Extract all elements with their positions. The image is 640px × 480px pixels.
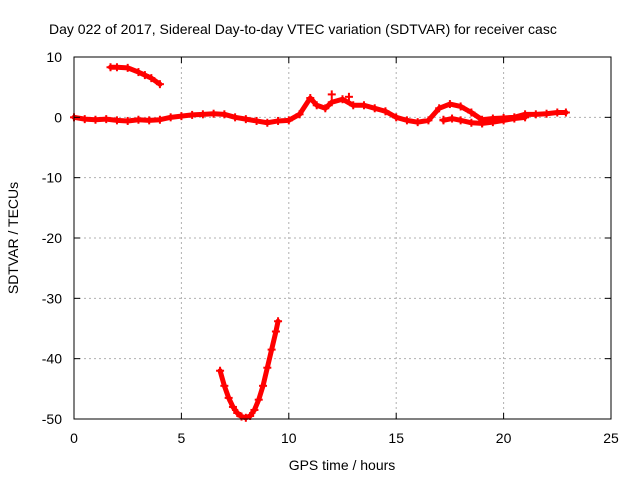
data-point [413, 118, 422, 127]
data-point [231, 113, 240, 122]
data-point [306, 94, 315, 103]
data-point [510, 114, 519, 123]
data-point [435, 104, 444, 113]
data-point [252, 116, 261, 125]
data-point [456, 102, 465, 111]
data-point [553, 108, 562, 117]
data-point [499, 116, 508, 125]
data-point [521, 113, 530, 122]
x-tick-label: 15 [388, 430, 404, 446]
data-point [228, 402, 237, 411]
data-point [424, 116, 433, 125]
y-tick-label: -50 [42, 411, 62, 427]
data-point [327, 98, 336, 107]
y-tick-label: -20 [42, 230, 62, 246]
data-point [134, 115, 143, 124]
data-point [102, 115, 111, 124]
y-axis-label: SDTVAR / TECUs [5, 182, 21, 294]
y-tick-label: -40 [42, 351, 62, 367]
x-tick-label: 20 [496, 430, 512, 446]
data-point [123, 116, 132, 125]
data-point [155, 115, 164, 124]
data-point [91, 115, 100, 124]
series-layer [70, 63, 570, 422]
data-point [188, 110, 197, 119]
y-tick-label: 10 [46, 49, 62, 65]
x-tick-label: 25 [603, 430, 619, 446]
data-point [198, 110, 207, 119]
data-point [209, 109, 218, 118]
data-point [177, 112, 186, 121]
data-point [80, 115, 89, 124]
data-point [338, 95, 347, 104]
data-point [241, 115, 250, 124]
data-point [381, 107, 390, 116]
y-tick-label: -10 [42, 170, 62, 186]
data-point [274, 317, 283, 326]
data-point [147, 74, 156, 83]
x-tick-label: 5 [178, 430, 186, 446]
data-point [145, 116, 154, 125]
data-point [112, 63, 121, 72]
data-point [467, 118, 476, 127]
data-point [561, 108, 570, 117]
x-tick-label: 10 [281, 430, 297, 446]
data-point [370, 104, 379, 113]
data-point [220, 110, 229, 119]
plus-marker [344, 92, 353, 101]
data-point [456, 116, 465, 125]
plus-marker [478, 119, 487, 128]
x-axis-label: GPS time / hours [289, 457, 396, 473]
y-tick-label: -30 [42, 290, 62, 306]
data-point [284, 116, 293, 125]
data-point [321, 104, 330, 113]
data-point [233, 408, 242, 417]
data-point [467, 108, 476, 117]
data-point [271, 327, 280, 336]
plus-marker [327, 90, 336, 99]
data-point [134, 68, 143, 77]
x-tick-label: 0 [70, 430, 78, 446]
data-point [312, 101, 321, 110]
data-point [531, 110, 540, 119]
data-point [542, 109, 551, 118]
tick-layer: 0 5 10 15 20 25 -50 -40 -30 -20 -10 0 10 [42, 49, 619, 446]
data-point [220, 381, 229, 390]
data-point [241, 413, 250, 422]
plus-marker [439, 115, 448, 124]
data-point [274, 116, 283, 125]
data-point [112, 116, 121, 125]
series-line-v-dip [217, 318, 281, 421]
data-point [448, 114, 457, 123]
data-point [263, 363, 272, 372]
data-point [488, 118, 497, 127]
data-point [250, 405, 259, 414]
data-point [402, 116, 411, 125]
data-point [140, 71, 149, 80]
data-point [359, 101, 368, 110]
data-point [254, 395, 263, 404]
chart-title: Day 022 of 2017, Sidereal Day-to-day VTE… [49, 21, 557, 37]
data-point [123, 63, 132, 72]
data-point [259, 381, 268, 390]
data-point [155, 80, 164, 89]
data-point [392, 113, 401, 122]
grid-layer [74, 57, 611, 419]
y-tick-label: 0 [54, 109, 62, 125]
data-point [445, 100, 454, 109]
data-point [267, 345, 276, 354]
data-point [216, 366, 225, 375]
data-point [295, 110, 304, 119]
data-point [166, 113, 175, 122]
data-point [349, 101, 358, 110]
data-point [224, 393, 233, 402]
data-point [263, 118, 272, 127]
